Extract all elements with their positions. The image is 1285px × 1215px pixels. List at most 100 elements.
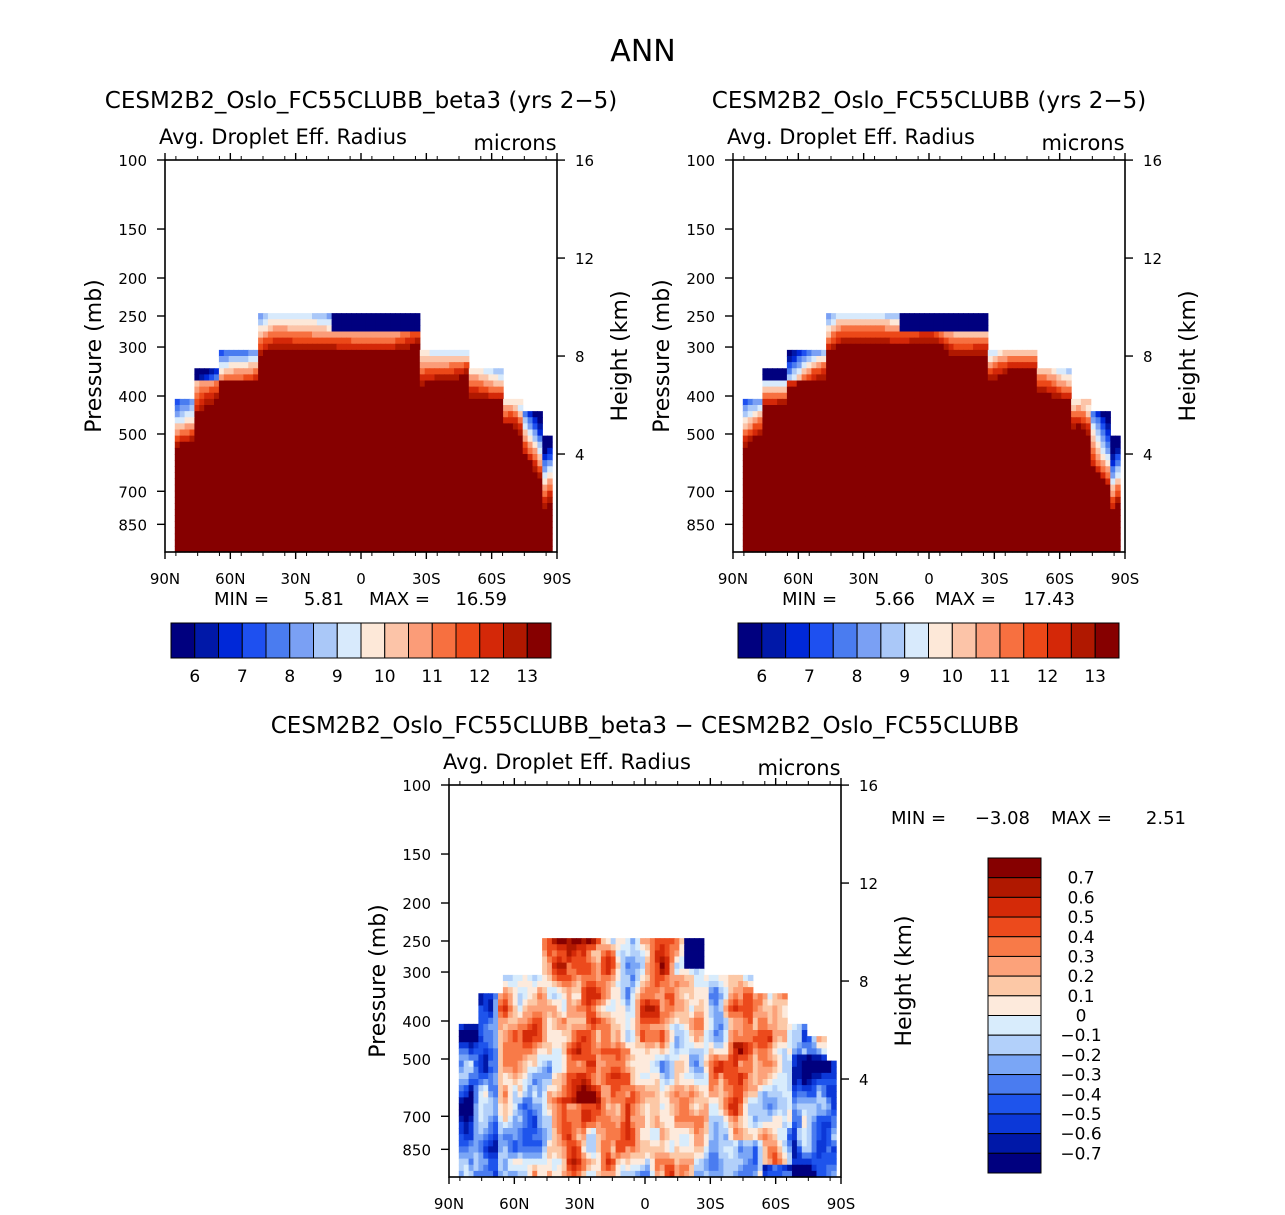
heatmap-cell <box>302 447 308 455</box>
heatmap-cell <box>336 362 342 369</box>
heatmap-cell <box>267 460 274 467</box>
heatmap-cell <box>272 521 279 529</box>
heatmap-cell <box>1080 405 1087 412</box>
heatmap-cell <box>292 496 298 504</box>
heatmap-cell <box>909 411 915 418</box>
heatmap-cell <box>929 460 935 467</box>
heatmap-cell <box>503 539 509 547</box>
heatmap-cell <box>380 533 387 541</box>
heatmap-cell <box>811 356 817 363</box>
heatmap-cell <box>331 349 338 357</box>
heatmap-cell <box>253 496 259 504</box>
heatmap-cell <box>253 356 259 363</box>
heatmap-cell <box>924 435 930 443</box>
heatmap-cell <box>772 496 778 504</box>
heatmap-cell <box>228 503 235 510</box>
heatmap-cell <box>517 509 524 516</box>
heatmap-cell <box>845 509 852 516</box>
heatmap-cell <box>796 429 803 437</box>
heatmap-cell <box>316 478 323 486</box>
heatmap-cell <box>796 527 803 535</box>
heatmap-cell <box>292 386 298 394</box>
heatmap-cell <box>365 496 372 504</box>
heatmap-cell <box>948 337 955 345</box>
heatmap-cell <box>326 441 333 449</box>
heatmap-cell <box>414 368 421 375</box>
heatmap-cell <box>204 545 210 553</box>
y2-tick-label: 12 <box>575 250 594 268</box>
heatmap-cell <box>478 521 485 529</box>
heatmap-cell <box>473 374 480 382</box>
heatmap-cell <box>370 386 377 394</box>
heatmap-cell <box>449 503 455 510</box>
heatmap-cell <box>331 460 338 467</box>
heatmap-cell <box>973 331 979 339</box>
heatmap-cell <box>757 405 763 412</box>
heatmap-cell <box>478 490 485 498</box>
heatmap-cell <box>919 331 925 339</box>
heatmap-cell <box>958 325 964 333</box>
heatmap-cell <box>228 490 235 498</box>
heatmap-cell <box>875 398 881 406</box>
heatmap-cell <box>454 368 460 375</box>
heatmap-cell <box>228 460 235 467</box>
heatmap-cell <box>1027 521 1033 529</box>
heatmap-cell <box>365 509 372 516</box>
heatmap-cell <box>1046 435 1053 443</box>
heatmap-cell <box>889 478 896 486</box>
heatmap-cell <box>1076 429 1082 437</box>
heatmap-cell <box>395 325 401 333</box>
heatmap-cell <box>997 423 1004 431</box>
heatmap-cell <box>267 496 274 504</box>
heatmap-cell <box>786 521 793 529</box>
heatmap-cell <box>1080 484 1087 492</box>
heatmap-cell <box>865 503 871 510</box>
heatmap-cell <box>1027 515 1033 522</box>
heatmap-cell <box>419 429 426 437</box>
heatmap-cell <box>1007 435 1013 443</box>
heatmap-cell <box>179 411 186 418</box>
heatmap-cell <box>209 533 215 541</box>
heatmap-cell <box>424 521 431 529</box>
heatmap-cell <box>865 460 871 467</box>
heatmap-cell <box>297 405 303 412</box>
heatmap-cell <box>943 466 950 473</box>
heatmap-cell <box>987 398 994 406</box>
heatmap-cell <box>312 429 318 437</box>
heatmap-cell <box>395 319 401 326</box>
heatmap-cell <box>767 423 773 431</box>
heatmap-cell <box>326 417 333 424</box>
heatmap-cell <box>419 417 426 424</box>
heatmap-cell <box>933 331 940 339</box>
heatmap-cell <box>209 503 215 510</box>
heatmap-cell <box>953 478 959 486</box>
heatmap-cell <box>772 441 778 449</box>
heatmap-cell <box>434 521 440 529</box>
heatmap-cell <box>767 478 773 486</box>
heatmap-cell <box>811 527 817 535</box>
heatmap-cell <box>326 405 333 412</box>
heatmap-cell <box>1012 460 1018 467</box>
heatmap-cell <box>840 515 847 522</box>
heatmap-cell <box>258 460 264 467</box>
heatmap-cell <box>850 356 857 363</box>
heatmap-cell <box>297 533 303 541</box>
heatmap-cell <box>982 521 989 529</box>
heatmap-cell <box>982 380 989 388</box>
heatmap-cell <box>1041 460 1048 467</box>
heatmap-cell <box>498 509 504 516</box>
heatmap-cell <box>997 521 1004 529</box>
heatmap-cell <box>1041 417 1048 424</box>
heatmap-cell <box>321 362 328 369</box>
heatmap-cell <box>958 331 964 339</box>
heatmap-cell <box>375 349 382 357</box>
heatmap-cell <box>924 411 930 418</box>
heatmap-cell <box>933 386 940 394</box>
heatmap-cell <box>1031 478 1038 486</box>
heatmap-cell <box>992 362 999 369</box>
heatmap-cell <box>253 423 259 431</box>
heatmap-cell <box>365 435 372 443</box>
heatmap-cell <box>380 478 387 486</box>
heatmap-cell <box>909 435 915 443</box>
heatmap-cell <box>434 454 440 461</box>
